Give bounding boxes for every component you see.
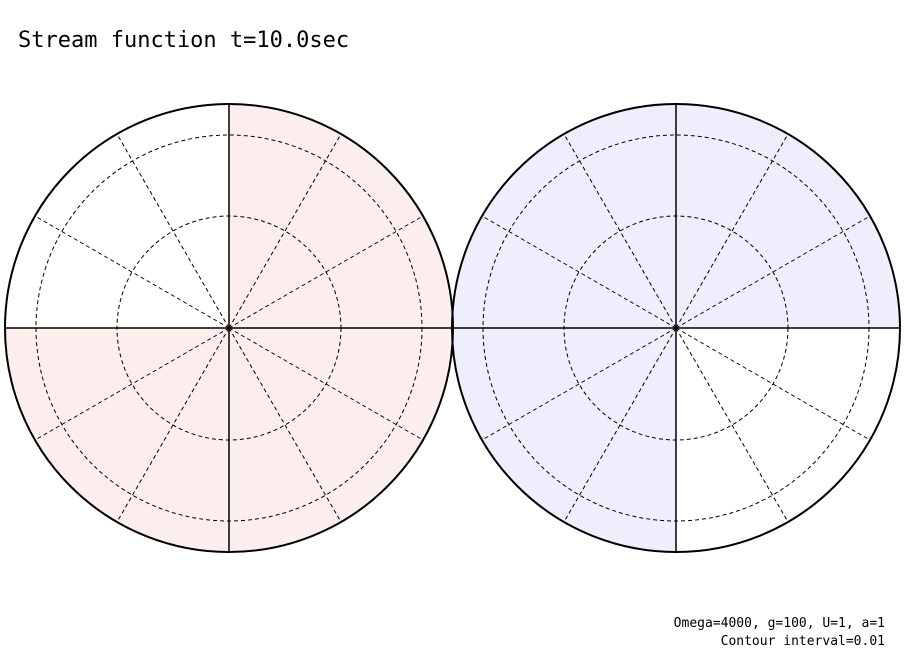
footer-parameters: Omega=4000, g=100, U=1, a=1 — [674, 616, 885, 631]
meridian — [228, 133, 342, 329]
footer-contour: Contour interval=0.01 — [721, 634, 885, 649]
meridian — [228, 327, 424, 441]
hemisphere-boundary — [451, 103, 901, 553]
meridian — [675, 327, 871, 441]
meridian — [116, 133, 230, 329]
meridian — [116, 327, 230, 523]
meridian — [481, 327, 677, 441]
meridian — [675, 133, 789, 329]
meridian — [675, 215, 871, 329]
meridian — [34, 327, 230, 441]
meridian — [228, 215, 424, 329]
meridian — [481, 215, 677, 329]
meridian — [563, 327, 677, 523]
title: Stream function t=10.0sec — [18, 28, 349, 53]
meridian — [34, 215, 230, 329]
meridian — [675, 327, 789, 523]
meridian — [228, 327, 342, 523]
graticule — [4, 103, 901, 553]
meridian — [563, 133, 677, 329]
